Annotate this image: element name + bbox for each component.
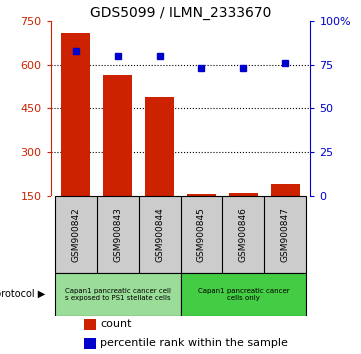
- Bar: [271, 184, 300, 195]
- Text: Capan1 pancreatic cancer
cells only: Capan1 pancreatic cancer cells only: [197, 288, 289, 301]
- Text: GSM900845: GSM900845: [197, 207, 206, 262]
- Text: GSM900844: GSM900844: [155, 207, 164, 262]
- Bar: [84, 319, 96, 330]
- Bar: [187, 194, 216, 195]
- Bar: [229, 194, 258, 195]
- Text: count: count: [100, 319, 131, 329]
- Text: GSM900847: GSM900847: [281, 207, 290, 262]
- Title: GDS5099 / ILMN_2333670: GDS5099 / ILMN_2333670: [90, 6, 271, 20]
- Bar: [145, 97, 174, 195]
- Bar: [55, 273, 180, 316]
- Text: percentile rank within the sample: percentile rank within the sample: [100, 338, 288, 348]
- Text: Capan1 pancreatic cancer cell
s exposed to PS1 stellate cells: Capan1 pancreatic cancer cell s exposed …: [65, 288, 171, 301]
- Text: GSM900843: GSM900843: [113, 207, 122, 262]
- Bar: [180, 273, 306, 316]
- Text: protocol ▶: protocol ▶: [0, 289, 45, 299]
- Bar: [84, 338, 96, 349]
- Text: GSM900846: GSM900846: [239, 207, 248, 262]
- Bar: [61, 33, 90, 195]
- Bar: [103, 75, 132, 195]
- Text: GSM900842: GSM900842: [71, 207, 80, 262]
